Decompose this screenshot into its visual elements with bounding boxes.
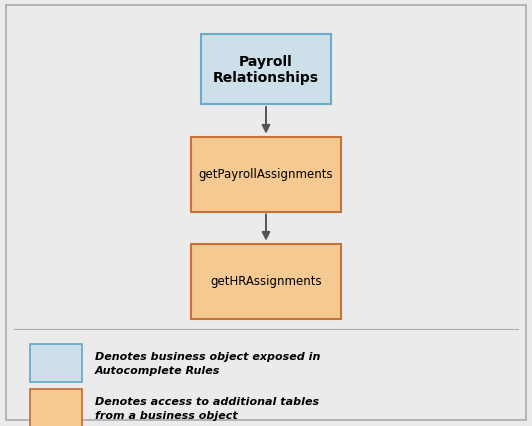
FancyBboxPatch shape	[191, 137, 341, 212]
Text: Denotes access to additional tables
from a business object: Denotes access to additional tables from…	[95, 396, 319, 420]
Text: getHRAssignments: getHRAssignments	[210, 275, 322, 288]
FancyBboxPatch shape	[30, 389, 82, 426]
Text: getPayrollAssignments: getPayrollAssignments	[198, 168, 334, 181]
Text: Denotes business object exposed in
Autocomplete Rules: Denotes business object exposed in Autoc…	[95, 351, 320, 375]
FancyBboxPatch shape	[30, 344, 82, 382]
FancyBboxPatch shape	[191, 244, 341, 319]
Text: Payroll
Relationships: Payroll Relationships	[213, 55, 319, 85]
FancyBboxPatch shape	[201, 35, 331, 105]
